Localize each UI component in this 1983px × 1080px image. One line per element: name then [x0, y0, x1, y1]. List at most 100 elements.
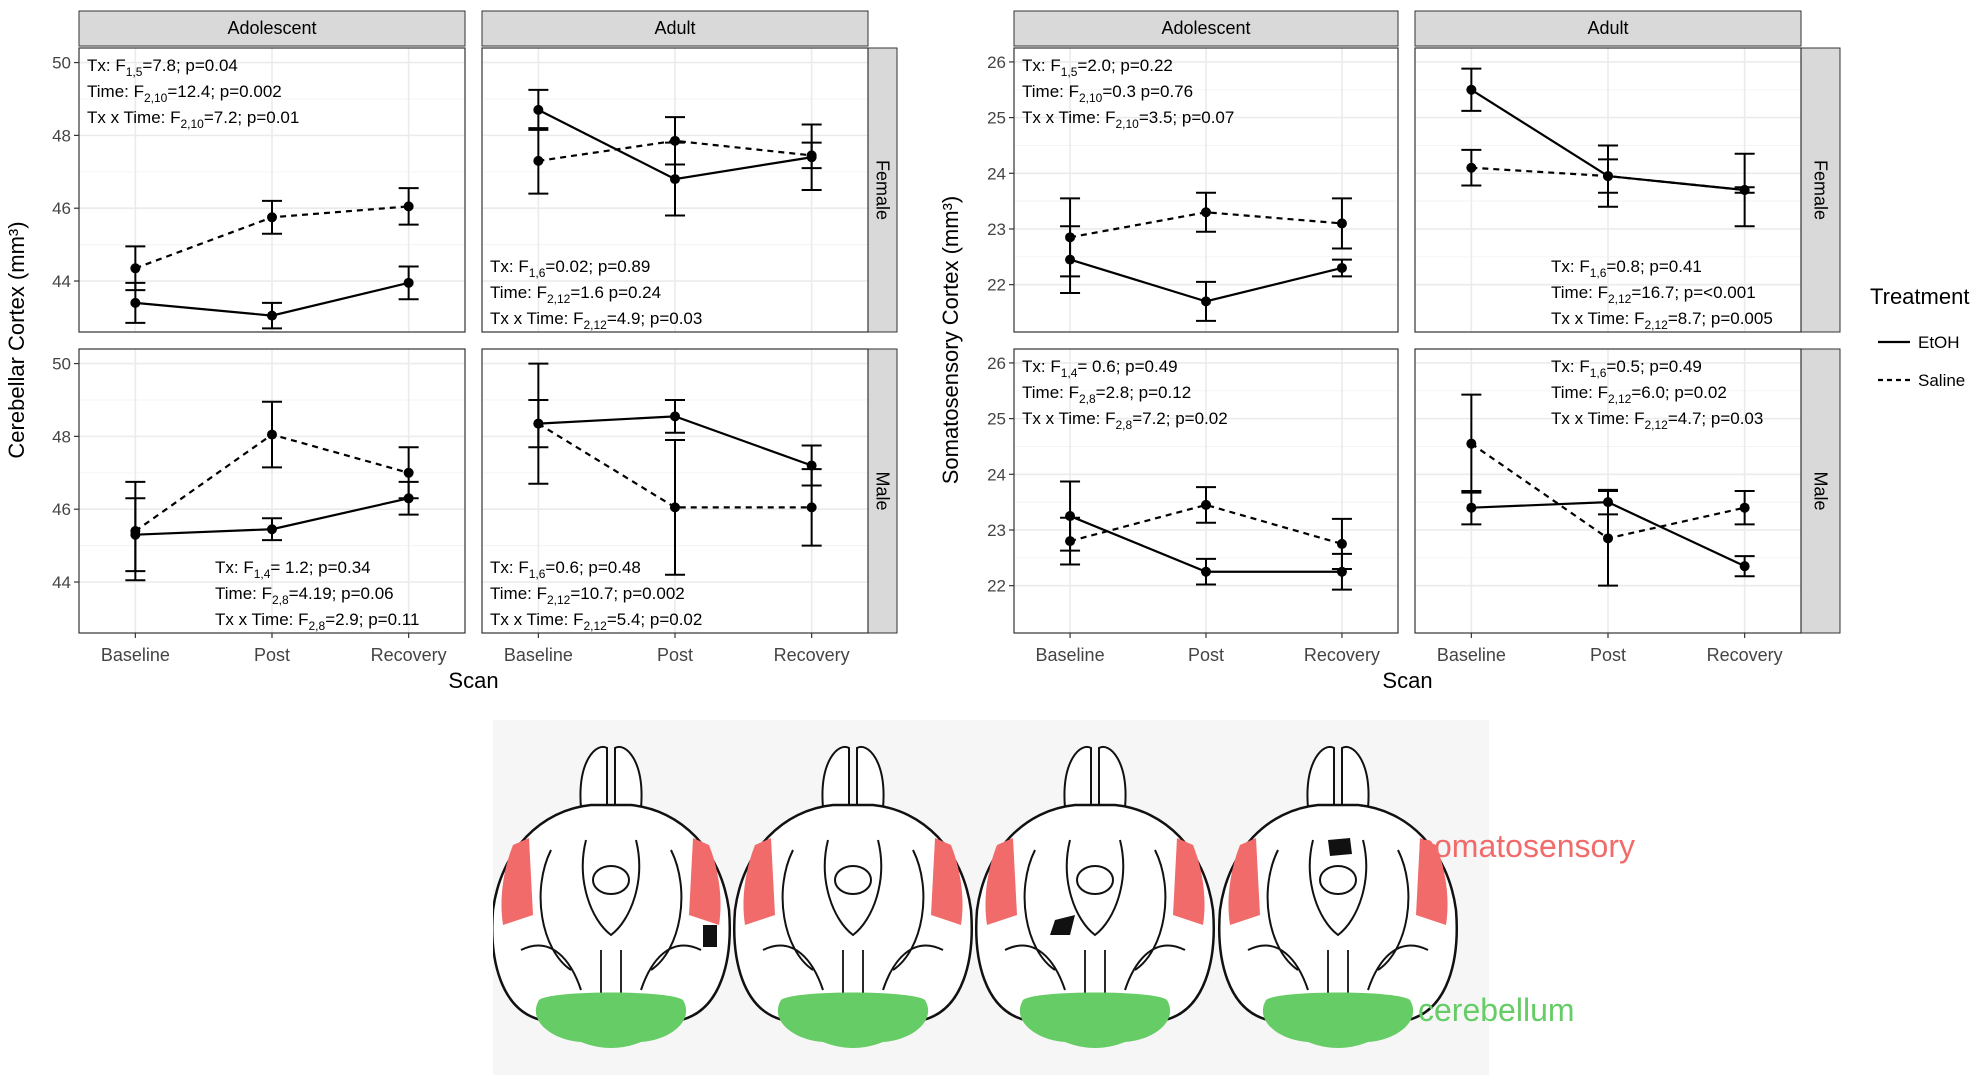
- data-point-etoh: [670, 411, 680, 422]
- stats-annotation: Time: F2,10=12.4; p=0.002: [87, 82, 282, 105]
- y-axis-title: Somatosensory Cortex (mm³): [938, 196, 963, 485]
- internal-contour: [1266, 849, 1410, 971]
- somatosensory-region: [1228, 838, 1260, 925]
- x-tick-label: Recovery: [1304, 645, 1380, 665]
- data-point-saline: [1739, 502, 1750, 513]
- internal-contour: [823, 839, 883, 937]
- x-tick-label: Recovery: [371, 645, 447, 665]
- x-tick-label: Baseline: [101, 645, 170, 665]
- facet-col-label: Adolescent: [227, 18, 316, 38]
- stats-annotation: Time: F2,12=16.7; p=<0.001: [1551, 283, 1756, 306]
- olfactory-bulb: [614, 745, 643, 812]
- data-point-saline: [130, 526, 141, 537]
- cerebellum-region: [1019, 992, 1171, 1048]
- x-tick-label: Post: [254, 645, 290, 665]
- data-point-saline: [1603, 171, 1613, 182]
- facet-strip-row: [867, 47, 898, 333]
- y-tick-label: 22: [987, 276, 1006, 295]
- internal-contour: [539, 849, 683, 971]
- y-tick-label: 50: [52, 355, 71, 374]
- facet-row-label: Female: [1811, 160, 1831, 220]
- data-point-saline: [1065, 232, 1076, 243]
- y-tick-label: 22: [987, 577, 1006, 596]
- brain-slice: [491, 745, 731, 1048]
- facet-strip-col: [1013, 10, 1399, 47]
- data-point-saline: [670, 135, 680, 146]
- internal-contour: [781, 849, 925, 971]
- facet-strip-col: [78, 10, 466, 47]
- data-point-saline: [1466, 438, 1477, 449]
- stats-annotation: Time: F2,12=1.6 p=0.24: [490, 283, 661, 306]
- stats-annotation: Tx: F1,6=0.8; p=0.41: [1551, 257, 1702, 280]
- y-tick-label: 44: [52, 573, 71, 592]
- olfactory-bulb: [1063, 745, 1092, 812]
- x-tick-label: Recovery: [774, 645, 850, 665]
- stats-annotation: Tx: F1,6=0.02; p=0.89: [490, 257, 650, 280]
- internal-contour: [1247, 944, 1429, 991]
- internal-contour: [1308, 839, 1368, 937]
- internal-contour: [762, 944, 944, 991]
- facet-strip-row: [867, 348, 898, 634]
- y-tick-label: 24: [987, 164, 1006, 183]
- data-point-etoh: [1466, 84, 1477, 95]
- facet-strip-col: [481, 10, 869, 47]
- x-tick-label: Post: [1590, 645, 1626, 665]
- data-point-etoh: [1739, 561, 1750, 572]
- y-tick-label: 48: [52, 126, 71, 145]
- facet-col-label: Adult: [654, 18, 695, 38]
- olfactory-bulb: [1341, 745, 1370, 812]
- data-point-etoh: [670, 174, 680, 185]
- data-point-saline: [1065, 536, 1076, 547]
- facet-col-label: Adolescent: [1161, 18, 1250, 38]
- stats-annotation: Time: F2,12=10.7; p=0.002: [490, 584, 685, 607]
- internal-contour: [520, 944, 702, 991]
- data-point-saline: [1201, 499, 1211, 510]
- y-tick-label: 44: [52, 272, 71, 291]
- x-tick-label: Recovery: [1707, 645, 1783, 665]
- stats-annotation: Tx x Time: F2,12=4.7; p=0.03: [1551, 409, 1763, 432]
- data-point-etoh: [1201, 296, 1211, 307]
- stats-annotation: Time: F2,8=4.19; p=0.06: [215, 584, 394, 607]
- data-point-etoh: [533, 104, 544, 115]
- data-point-etoh: [130, 297, 141, 308]
- stats-annotation: Tx x Time: F2,10=7.2; p=0.01: [87, 108, 299, 131]
- data-point-etoh: [267, 310, 277, 321]
- data-point-saline: [1336, 538, 1347, 549]
- olfactory-bulb: [821, 745, 850, 812]
- brain-illustrations: [491, 720, 1489, 1075]
- data-point-saline: [1466, 162, 1477, 173]
- data-point-etoh: [1201, 566, 1211, 577]
- stats-annotation: Time: F2,12=6.0; p=0.02: [1551, 383, 1727, 406]
- highlight-region: [1328, 838, 1352, 856]
- cerebellum-region: [1262, 992, 1414, 1048]
- cerebellum-region: [535, 992, 687, 1048]
- stats-annotation: Tx x Time: F2,8=2.9; p=0.11: [215, 610, 419, 633]
- data-point-etoh: [806, 460, 817, 471]
- somatosensory-region: [1173, 838, 1205, 925]
- x-axis-title: Scan: [1382, 668, 1432, 693]
- data-point-saline: [533, 155, 544, 166]
- stats-annotation: Tx: F1,4= 1.2; p=0.34: [215, 558, 371, 581]
- facet-strip-row: [1800, 47, 1841, 333]
- x-axis-title: Scan: [448, 668, 498, 693]
- data-point-saline: [806, 150, 817, 161]
- facet-row-label: Male: [1811, 471, 1831, 510]
- stats-annotation: Tx x Time: F2,10=3.5; p=0.07: [1022, 108, 1234, 131]
- x-tick-label: Baseline: [1437, 645, 1506, 665]
- y-tick-label: 25: [987, 109, 1006, 128]
- internal-contour: [1065, 839, 1125, 937]
- series-line-saline: [538, 139, 812, 162]
- data-point-saline: [806, 502, 817, 513]
- highlight-region: [703, 925, 717, 947]
- stats-annotation: Tx x Time: F2,8=7.2; p=0.02: [1022, 409, 1228, 432]
- y-tick-label: 46: [52, 500, 71, 519]
- stats-annotation: Tx: F1,5=7.8; p=0.04: [87, 56, 238, 79]
- somatosensory-region: [743, 838, 775, 925]
- y-tick-label: 26: [987, 354, 1006, 373]
- brain-svg: [491, 745, 1458, 1048]
- brain-slice: [975, 745, 1215, 1048]
- facet-row-label: Male: [873, 471, 893, 510]
- data-point-saline: [267, 429, 277, 440]
- highlight-region: [1050, 915, 1075, 935]
